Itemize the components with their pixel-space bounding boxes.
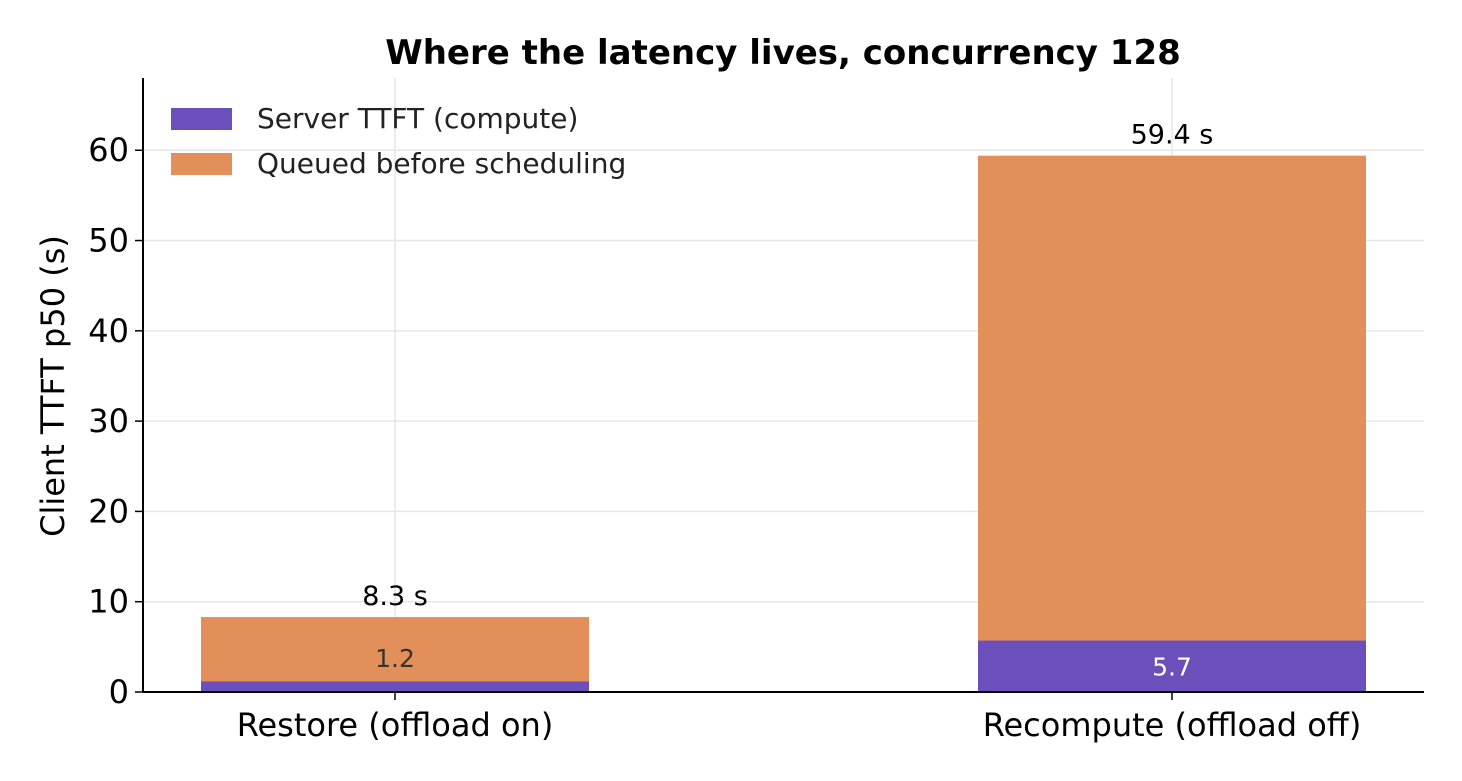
y-tick-label: 50 (88, 222, 129, 260)
x-tick-label: Recompute (offload off) (983, 706, 1362, 744)
legend: Server TTFT (compute) Queued before sched… (171, 102, 626, 180)
legend-label: Server TTFT (compute) (257, 102, 578, 135)
x-tick-label: Restore (offload on) (237, 706, 554, 744)
y-axis-label: Client TTFT p50 (s) (34, 235, 72, 537)
bar-segment-queued (201, 617, 589, 682)
legend-swatch (171, 153, 232, 175)
y-tick-label: 30 (88, 402, 129, 440)
y-tick-label: 20 (88, 492, 129, 530)
y-tick-label: 60 (88, 131, 129, 169)
bar-segment-server-ttft (978, 640, 1366, 692)
segment-value-label: 1.2 (375, 644, 415, 673)
bar-total-label: 8.3 s (362, 581, 428, 612)
legend-swatch (171, 108, 232, 130)
bar-segment-server-ttft (201, 681, 589, 692)
segment-value-label: 5.7 (1152, 652, 1192, 681)
legend-label: Queued before scheduling (257, 147, 626, 180)
bar-total-label: 59.4 s (1131, 120, 1214, 151)
axes-layer: 0 10 20 30 40 50 60 Restore (offload on) Recompu… (88, 78, 1424, 744)
y-tick-label: 40 (88, 312, 129, 350)
grid-layer (143, 78, 1424, 693)
y-tick-label: 10 (88, 583, 129, 621)
bar-segment-queued (978, 155, 1366, 641)
bars-layer (201, 155, 1366, 692)
labels-layer: 8.3 s 59.4 s 1.2 5.7 (362, 120, 1213, 682)
y-tick-label: 0 (109, 673, 129, 711)
chart-title: Where the latency lives, concurrency 128 (385, 33, 1181, 73)
